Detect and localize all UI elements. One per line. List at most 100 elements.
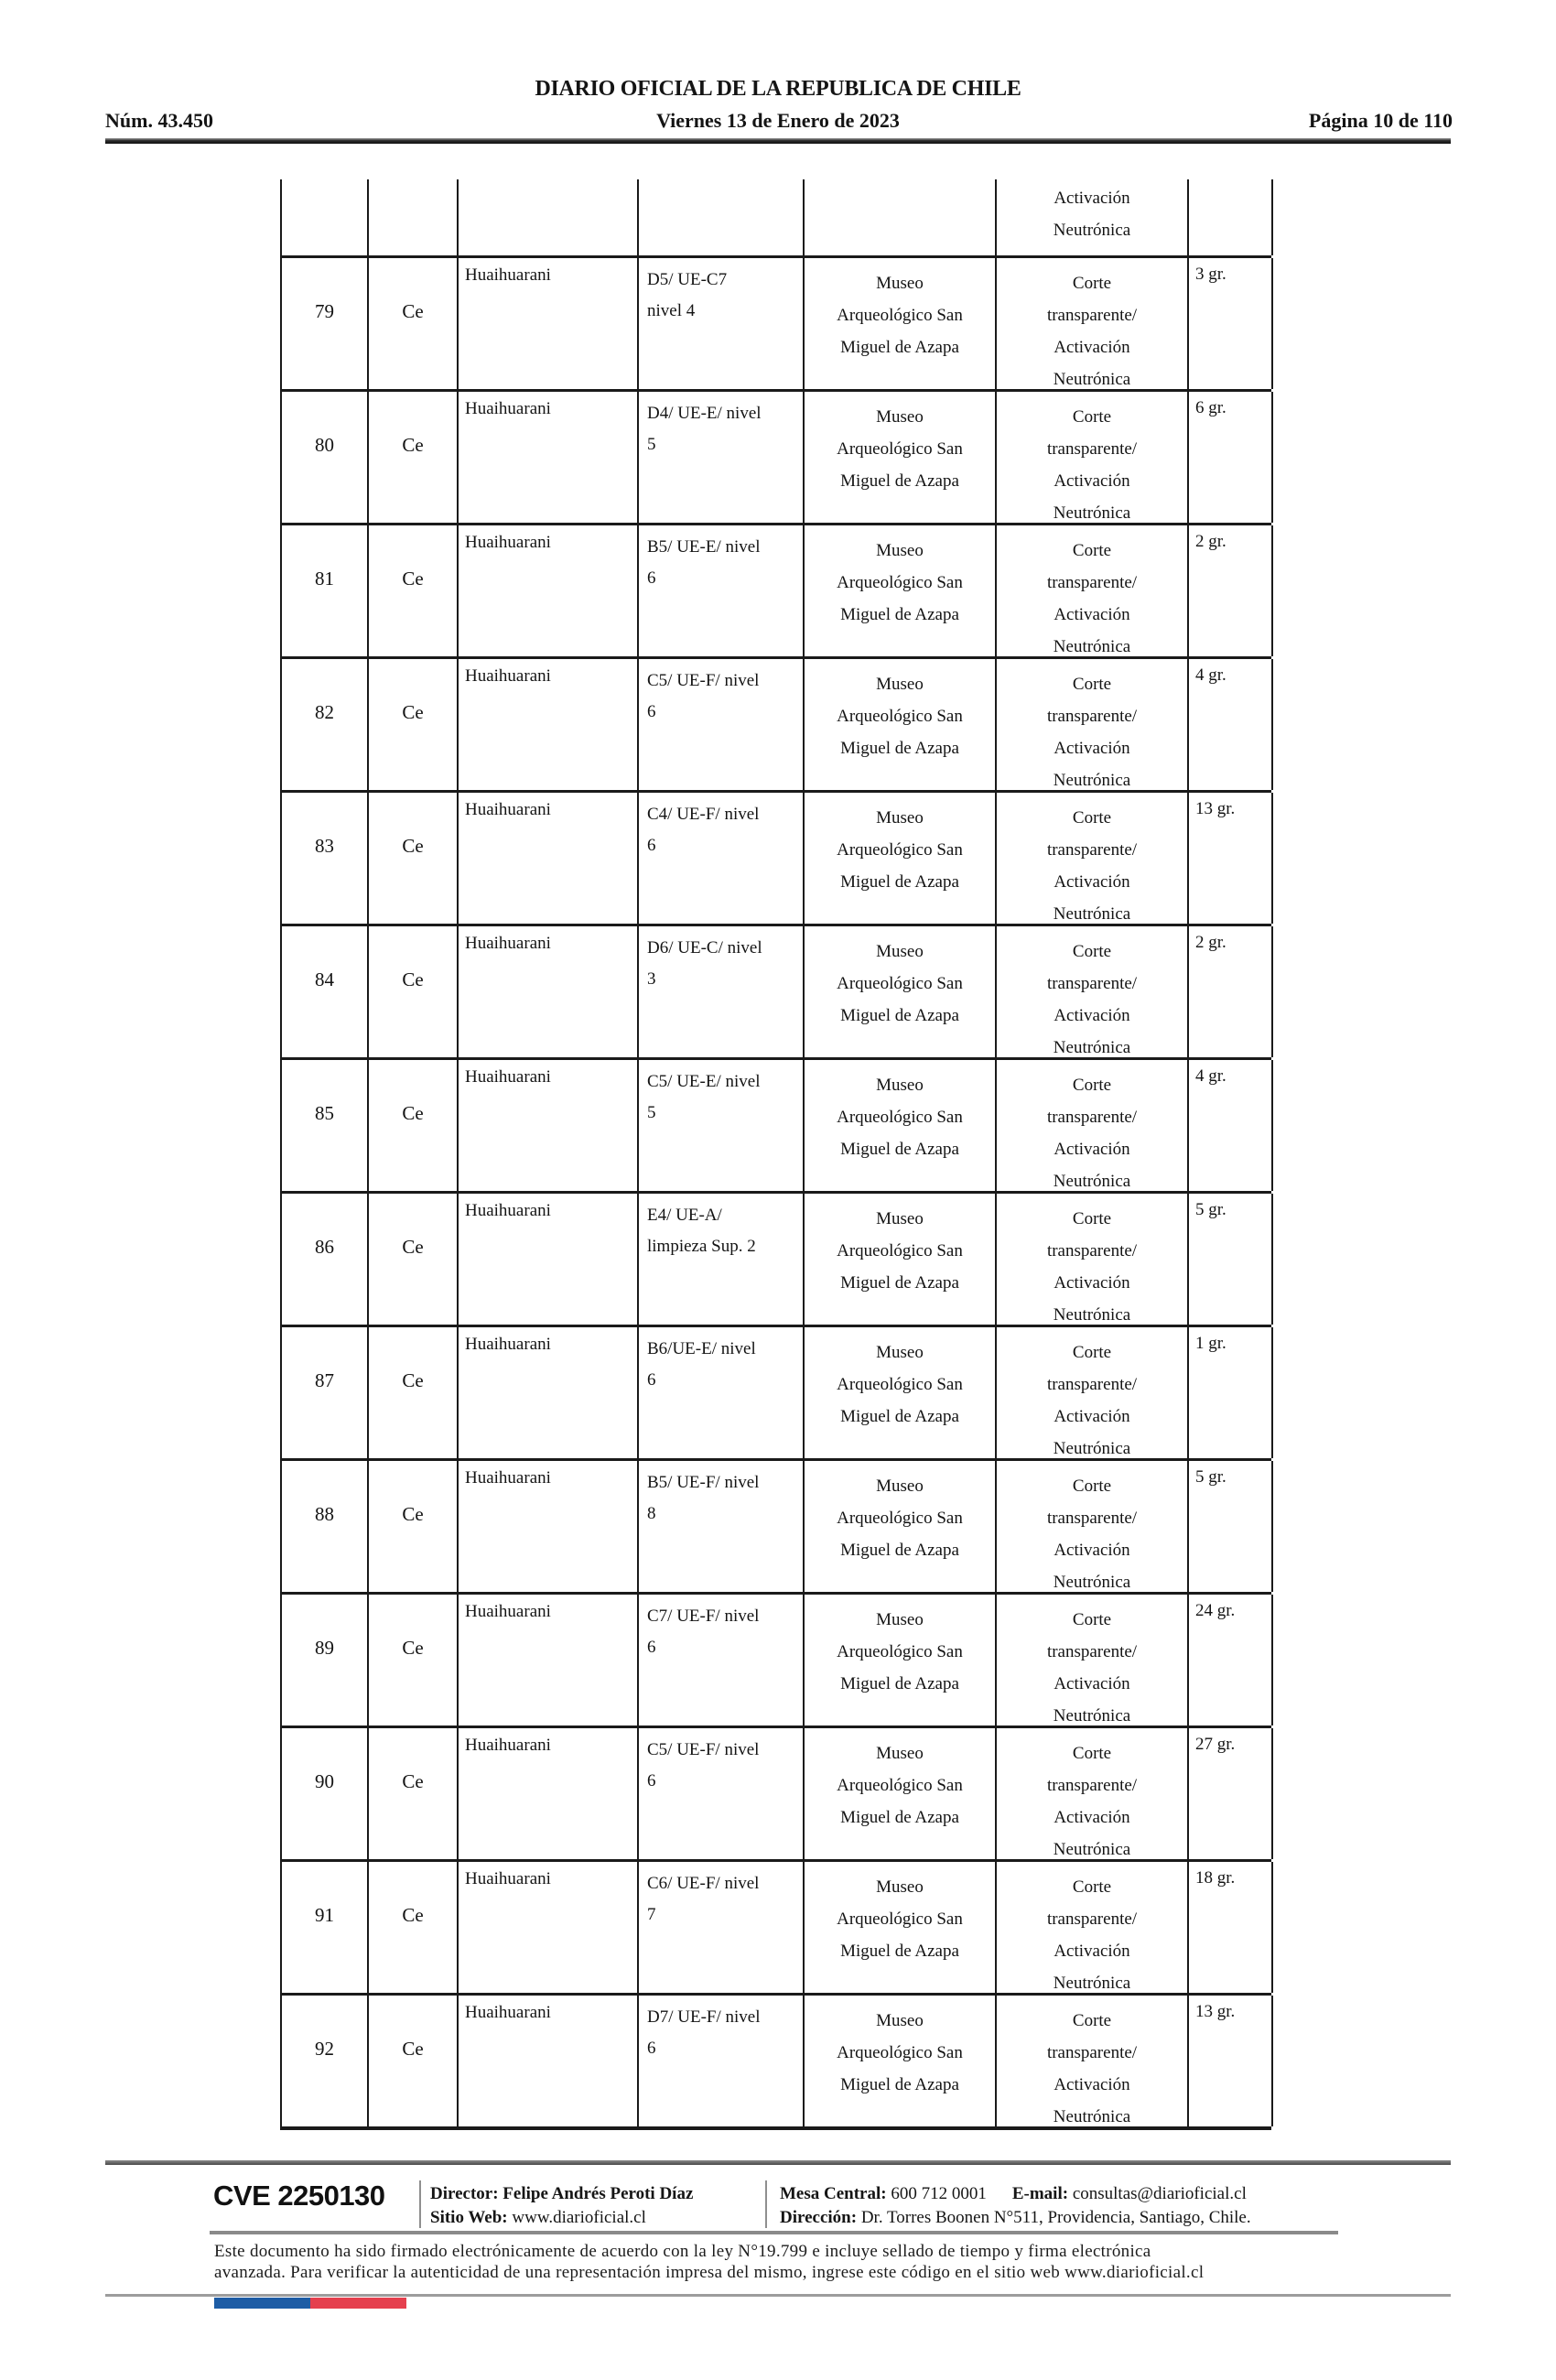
weight-cell: 5 gr. (1189, 1194, 1273, 1325)
context-cell: D4/ UE-E/ nivel 5 (639, 392, 805, 523)
table-row: 80 Ce Huaihuarani D4/ UE-E/ nivel 5 Muse… (280, 389, 1273, 523)
repository-cell: Museo Arqueológico San Miguel de Azapa (805, 258, 997, 389)
repository-cell: Museo Arqueológico San Miguel de Azapa (805, 926, 997, 1057)
issue-number: Núm. 43.450 (105, 109, 213, 132)
table-row: 85 Ce Huaihuarani C5/ UE-E/ nivel 5 Muse… (280, 1057, 1273, 1191)
weight-cell: 1 gr. (1189, 1327, 1273, 1458)
analysis-cell: Corte transparente/ Activación Neutrónic… (997, 659, 1189, 790)
table-row: 88 Ce Huaihuarani B5/ UE-F/ nivel 8 Muse… (280, 1458, 1273, 1592)
context-cell: C4/ UE-F/ nivel 6 (639, 793, 805, 924)
site-cell: Huaihuarani (459, 659, 639, 790)
weight-cell: 4 gr. (1189, 1060, 1273, 1191)
weight-cell: 6 gr. (1189, 392, 1273, 523)
material-cell: Ce (369, 1595, 459, 1726)
weight-cell: 3 gr. (1189, 258, 1273, 389)
row-number-cell: 92 (282, 1996, 369, 2126)
row-number-cell: 91 (282, 1862, 369, 1993)
repository-cell: Museo Arqueológico San Miguel de Azapa (805, 1595, 997, 1726)
weight-cell: 2 gr. (1189, 926, 1273, 1057)
director-line: Director: Felipe Andrés Peroti Díaz (430, 2182, 693, 2206)
row-number-cell: 88 (282, 1461, 369, 1592)
director-label: Director: (430, 2184, 499, 2203)
row-number-cell: 83 (282, 793, 369, 924)
context-cell: B5/ UE-F/ nivel 8 (639, 1461, 805, 1592)
site-cell: Huaihuarani (459, 1996, 639, 2126)
site-cell: Huaihuarani (459, 926, 639, 1057)
material-cell: Ce (369, 793, 459, 924)
address-label: Dirección: (780, 2208, 858, 2227)
row-number-cell: 81 (282, 525, 369, 656)
director-name: Felipe Andrés Peroti Díaz (502, 2184, 694, 2203)
table-row: 82 Ce Huaihuarani C5/ UE-F/ nivel 6 Muse… (280, 656, 1273, 790)
weight-cell: 18 gr. (1189, 1862, 1273, 1993)
footer-divider (765, 2180, 767, 2228)
site-cell: Huaihuarani (459, 1461, 639, 1592)
analysis-cell: Corte transparente/ Activación Neutrónic… (997, 1461, 1189, 1592)
context-cell: D5/ UE-C7 nivel 4 (639, 258, 805, 389)
weight-cell: 13 gr. (1189, 1996, 1273, 2126)
contact-info: Mesa Central: 600 712 0001 E-mail: consul… (780, 2182, 1251, 2230)
repository-cell: Museo Arqueológico San Miguel de Azapa (805, 392, 997, 523)
table-row: 79 Ce Huaihuarani D5/ UE-C7 nivel 4 Muse… (280, 255, 1273, 389)
row-number-cell: 79 (282, 258, 369, 389)
repository-cell: Museo Arqueológico San Miguel de Azapa (805, 1728, 997, 1859)
context-cell: C5/ UE-F/ nivel 6 (639, 1728, 805, 1859)
material-cell (369, 179, 459, 255)
email-label: E-mail: (1011, 2184, 1069, 2203)
specimens-table: Activación Neutrónica 79 Ce Huaihuarani … (280, 179, 1273, 2130)
site-cell (459, 179, 639, 255)
material-cell: Ce (369, 1728, 459, 1859)
context-cell: B5/ UE-E/ nivel 6 (639, 525, 805, 656)
analysis-cell: Corte transparente/ Activación Neutrónic… (997, 258, 1189, 389)
table-row: 89 Ce Huaihuarani C7/ UE-F/ nivel 6 Muse… (280, 1592, 1273, 1726)
repository-cell: Museo Arqueológico San Miguel de Azapa (805, 1194, 997, 1325)
legal-notice-line1: Este documento ha sido firmado electróni… (214, 2242, 1151, 2261)
row-number-cell: 87 (282, 1327, 369, 1458)
chile-flag-red-bar (310, 2298, 406, 2309)
material-cell: Ce (369, 659, 459, 790)
context-cell: D6/ UE-C/ nivel 3 (639, 926, 805, 1057)
footer-top-rule (105, 2160, 1451, 2165)
table-row-partial: Activación Neutrónica (280, 179, 1273, 255)
table-row: 90 Ce Huaihuarani C5/ UE-F/ nivel 6 Muse… (280, 1726, 1273, 1859)
cve-code: CVE 2250130 (213, 2180, 385, 2212)
weight-cell: 27 gr. (1189, 1728, 1273, 1859)
repository-cell: Museo Arqueológico San Miguel de Azapa (805, 525, 997, 656)
material-cell: Ce (369, 392, 459, 523)
context-cell: C5/ UE-E/ nivel 5 (639, 1060, 805, 1191)
material-cell: Ce (369, 525, 459, 656)
analysis-cell: Activación Neutrónica (997, 179, 1189, 255)
website-value: www.diarioficial.cl (512, 2208, 646, 2227)
director-info: Director: Felipe Andrés Peroti Díaz Siti… (430, 2182, 693, 2230)
address-value: Dr. Torres Boonen N°511, Providencia, Sa… (860, 2208, 1251, 2227)
website-line: Sitio Web: www.diarioficial.cl (430, 2206, 693, 2230)
repository-cell: Museo Arqueológico San Miguel de Azapa (805, 1327, 997, 1458)
analysis-cell: Corte transparente/ Activación Neutrónic… (997, 1728, 1189, 1859)
website-label: Sitio Web: (430, 2208, 508, 2227)
context-cell: C7/ UE-F/ nivel 6 (639, 1595, 805, 1726)
edition-date: Viernes 13 de Enero de 2023 (656, 109, 900, 132)
material-cell: Ce (369, 926, 459, 1057)
site-cell: Huaihuarani (459, 1595, 639, 1726)
analysis-cell: Corte transparente/ Activación Neutrónic… (997, 1595, 1189, 1726)
site-cell: Huaihuarani (459, 1194, 639, 1325)
context-cell (639, 179, 805, 255)
repository-cell (805, 179, 997, 255)
analysis-cell: Corte transparente/ Activación Neutrónic… (997, 392, 1189, 523)
table-row: 87 Ce Huaihuarani B6/UE-E/ nivel 6 Museo… (280, 1325, 1273, 1458)
chile-flag-blue-bar (214, 2298, 310, 2309)
footer-mid-rule (210, 2231, 1338, 2234)
row-number-cell: 86 (282, 1194, 369, 1325)
repository-cell: Museo Arqueológico San Miguel de Azapa (805, 1461, 997, 1592)
site-cell: Huaihuarani (459, 525, 639, 656)
table-row: 92 Ce Huaihuarani D7/ UE-F/ nivel 6 Muse… (280, 1993, 1273, 2126)
table-row: 86 Ce Huaihuarani E4/ UE-A/ limpieza Sup… (280, 1191, 1273, 1325)
row-number-cell: 80 (282, 392, 369, 523)
analysis-cell: Corte transparente/ Activación Neutrónic… (997, 1194, 1189, 1325)
phone-label: Mesa Central: (780, 2184, 887, 2203)
repository-cell: Museo Arqueológico San Miguel de Azapa (805, 659, 997, 790)
analysis-cell: Corte transparente/ Activación Neutrónic… (997, 525, 1189, 656)
email-value: consultas@diarioficial.cl (1072, 2184, 1247, 2203)
material-cell: Ce (369, 1060, 459, 1191)
analysis-cell: Corte transparente/ Activación Neutrónic… (997, 1060, 1189, 1191)
